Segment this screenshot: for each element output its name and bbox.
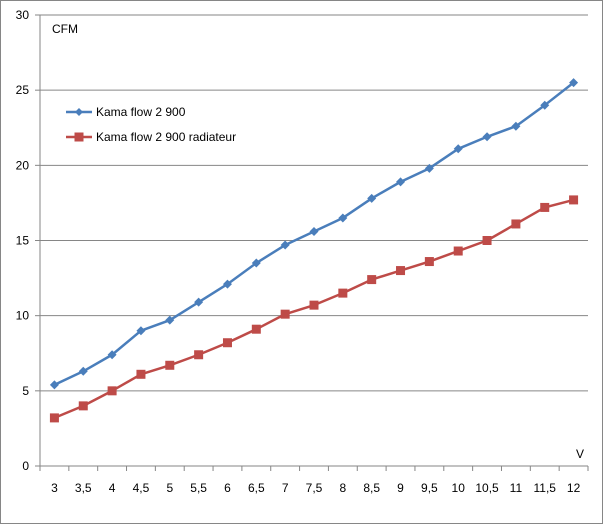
gridlines <box>40 14 588 392</box>
data-point-s1-11 <box>367 193 377 203</box>
data-point-s1-16 <box>511 121 521 131</box>
x-tick-label-6: 6 <box>224 481 231 495</box>
data-point-s1-14 <box>453 144 463 154</box>
x-tick-label-5: 5 <box>166 481 173 495</box>
data-point-s2-7 <box>251 324 261 334</box>
x-tick-label-3: 3 <box>51 481 58 495</box>
y-tick-label-0: 0 <box>22 459 29 473</box>
axes: 0 5 10 15 20 25 30 3 3,5 4 4,5 5 5,5 6 6,5 7 7,5 8 8,5 9 9,5… <box>16 8 589 495</box>
x-tick-label-8,5: 8,5 <box>363 481 380 495</box>
data-point-s2-14 <box>453 246 463 256</box>
data-point-s2-4 <box>165 360 175 370</box>
data-point-s1-15 <box>482 132 492 142</box>
x-tick-label-4: 4 <box>109 481 116 495</box>
data-point-s1-8 <box>280 240 290 250</box>
data-point-s2-13 <box>424 257 434 267</box>
x-tick-label-11,5: 11,5 <box>534 481 557 495</box>
x-tick-label-9,5: 9,5 <box>421 481 438 495</box>
x-tick-label-10: 10 <box>452 481 466 495</box>
y-axis-label: CFM <box>52 22 78 36</box>
data-point-s1-3 <box>136 326 146 336</box>
data-point-s1-0 <box>49 380 59 390</box>
data-point-s2-18 <box>569 195 579 205</box>
data-point-s2-12 <box>396 266 406 276</box>
data-point-s1-4 <box>165 315 175 325</box>
data-point-s1-12 <box>396 177 406 187</box>
data-point-s2-16 <box>511 219 521 229</box>
series-1 <box>49 78 579 390</box>
data-point-s2-10 <box>338 288 348 298</box>
data-point-s1-1 <box>78 366 88 376</box>
data-point-s2-2 <box>107 386 117 396</box>
data-point-s2-8 <box>280 309 290 319</box>
x-tick-label-12: 12 <box>567 481 581 495</box>
x-tick-label-3,5: 3,5 <box>75 481 92 495</box>
legend-marker-series-1 <box>75 108 83 116</box>
x-tick-label-4,5: 4,5 <box>133 481 150 495</box>
data-point-s2-1 <box>78 401 88 411</box>
legend-entry-series-1: Kama flow 2 900 <box>66 105 186 119</box>
x-tick-label-9: 9 <box>397 481 404 495</box>
data-point-s1-7 <box>251 258 261 268</box>
data-point-s2-3 <box>136 369 146 379</box>
data-point-s2-6 <box>222 338 232 348</box>
data-point-s1-13 <box>424 163 434 173</box>
data-point-s1-10 <box>338 213 348 223</box>
data-point-s1-5 <box>194 297 204 307</box>
y-tick-label-5: 5 <box>22 384 29 398</box>
x-tick-label-10,5: 10,5 <box>475 481 499 495</box>
x-tick-label-8: 8 <box>339 481 346 495</box>
legend-entry-series-2: Kama flow 2 900 radiateur <box>66 130 236 144</box>
y-tick-label-15: 15 <box>16 234 30 248</box>
legend-label-series-2: Kama flow 2 900 radiateur <box>96 130 236 144</box>
x-tick-label-5,5: 5,5 <box>190 481 207 495</box>
x-axis-label: V <box>576 447 584 461</box>
legend-label-series-1: Kama flow 2 900 <box>96 105 186 119</box>
y-tick-label-10: 10 <box>16 309 30 323</box>
x-tick-label-7: 7 <box>282 481 289 495</box>
x-tick-label-7,5: 7,5 <box>306 481 323 495</box>
legend: Kama flow 2 900 Kama flow 2 900 radiateu… <box>66 105 236 144</box>
y-tick-label-25: 25 <box>16 83 30 97</box>
series <box>49 78 579 423</box>
y-tick-label-20: 20 <box>16 158 30 172</box>
data-point-s2-9 <box>309 300 319 310</box>
legend-marker-series-2 <box>74 132 84 142</box>
data-point-s1-18 <box>569 78 579 88</box>
data-point-s1-6 <box>222 279 232 289</box>
data-point-s2-15 <box>482 236 492 245</box>
x-tick-label-6,5: 6,5 <box>248 481 265 495</box>
data-point-s2-5 <box>194 350 204 360</box>
data-point-s2-17 <box>540 202 550 212</box>
data-point-s1-2 <box>107 350 117 360</box>
series-2 <box>49 195 579 423</box>
data-point-s1-17 <box>540 100 550 110</box>
data-point-s1-9 <box>309 226 319 236</box>
y-tick-label-30: 30 <box>16 8 30 22</box>
x-tick-label-11: 11 <box>510 481 523 495</box>
data-point-s2-0 <box>49 413 59 423</box>
data-point-s2-11 <box>367 275 377 285</box>
